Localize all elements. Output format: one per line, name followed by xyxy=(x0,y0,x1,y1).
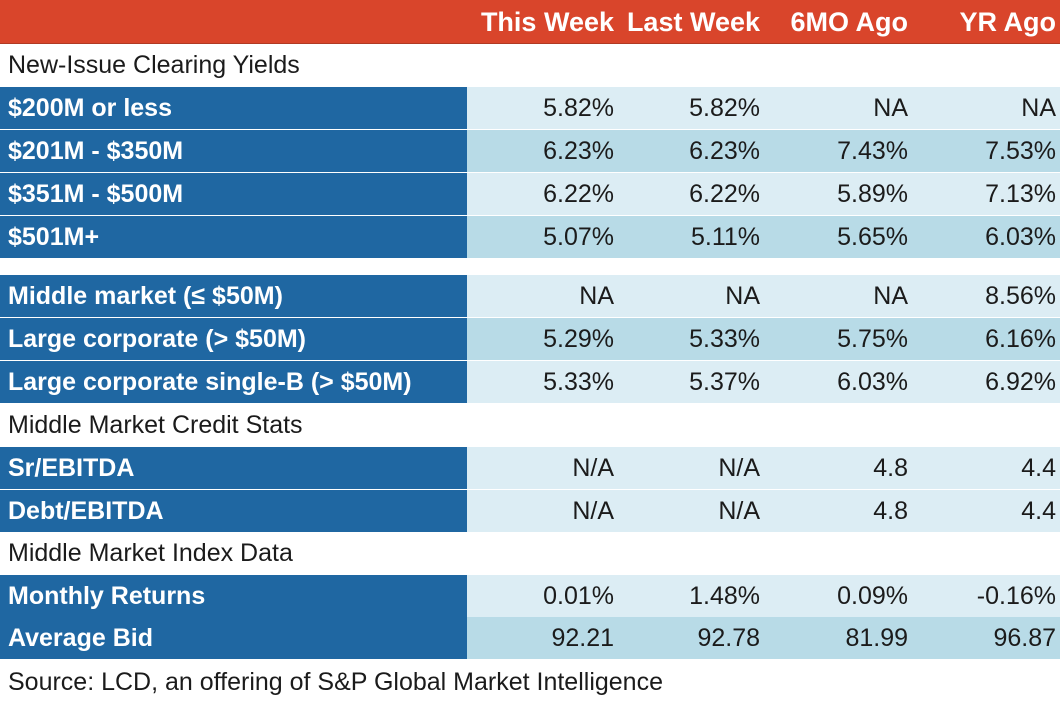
cell-yr-ago: 6.16% xyxy=(985,325,1056,353)
header-this-week: This Week xyxy=(480,7,614,37)
table-row: Large corporate single-B (> $50M) 5.33% … xyxy=(0,361,1060,403)
row-values: NA NA NA 8.56% xyxy=(467,275,1060,317)
cell-this-week: 5.07% xyxy=(543,223,614,251)
cell-yr-ago: 96.87 xyxy=(993,624,1056,652)
row-label: Sr/EBITDA xyxy=(0,447,467,489)
row-values: 92.21 92.78 81.99 96.87 xyxy=(467,617,1060,659)
table-row: $501M+ 5.07% 5.11% 5.65% 6.03% xyxy=(0,216,1060,258)
cell-6mo-ago: 81.99 xyxy=(845,624,908,652)
group-spacer xyxy=(0,258,1060,274)
cell-last-week: NA xyxy=(725,282,760,310)
table-row: Monthly Returns 0.01% 1.48% 0.09% -0.16% xyxy=(0,575,1060,617)
cell-this-week: 6.22% xyxy=(543,180,614,208)
row-label: Large corporate single-B (> $50M) xyxy=(0,361,467,403)
table-row: Average Bid 92.21 92.78 81.99 96.87 xyxy=(0,617,1060,659)
cell-6mo-ago: 5.89% xyxy=(837,180,908,208)
row-label: Monthly Returns xyxy=(0,575,467,617)
row-label: Average Bid xyxy=(0,617,467,659)
cell-this-week: 92.21 xyxy=(551,624,614,652)
cell-6mo-ago: 5.75% xyxy=(837,325,908,353)
cell-6mo-ago: NA xyxy=(873,282,908,310)
cell-this-week: 5.33% xyxy=(543,368,614,396)
cell-last-week: 6.22% xyxy=(689,180,760,208)
row-values: 6.22% 6.22% 5.89% 7.13% xyxy=(467,173,1060,215)
cell-6mo-ago: NA xyxy=(873,94,908,122)
row-values: 6.23% 6.23% 7.43% 7.53% xyxy=(467,130,1060,172)
cell-yr-ago: 7.13% xyxy=(985,180,1056,208)
source-note: Source: LCD, an offering of S&P Global M… xyxy=(8,668,663,696)
row-values: N/A N/A 4.8 4.4 xyxy=(467,490,1060,532)
cell-6mo-ago: 4.8 xyxy=(873,454,908,482)
header-last-week: Last Week xyxy=(626,7,760,37)
cell-yr-ago: NA xyxy=(1021,94,1056,122)
table-row: $200M or less 5.82% 5.82% NA NA xyxy=(0,87,1060,129)
cell-6mo-ago: 0.09% xyxy=(837,582,908,610)
table-row: Sr/EBITDA N/A N/A 4.8 4.4 xyxy=(0,447,1060,489)
section-title-index-data: Middle Market Index Data xyxy=(0,532,1060,574)
cell-yr-ago: 8.56% xyxy=(985,282,1056,310)
cell-yr-ago: 6.03% xyxy=(985,223,1056,251)
row-label: $200M or less xyxy=(0,87,467,129)
row-values: 5.33% 5.37% 6.03% 6.92% xyxy=(467,361,1060,403)
table-row: Large corporate (> $50M) 5.29% 5.33% 5.7… xyxy=(0,318,1060,360)
cell-last-week: N/A xyxy=(718,454,760,482)
cell-this-week: N/A xyxy=(572,497,614,525)
table-row: $201M - $350M 6.23% 6.23% 7.43% 7.53% xyxy=(0,130,1060,172)
row-label: Debt/EBITDA xyxy=(0,490,467,532)
header-6mo-ago: 6MO Ago xyxy=(790,7,909,37)
cell-last-week: 5.33% xyxy=(689,325,760,353)
row-values: 0.01% 1.48% 0.09% -0.16% xyxy=(467,575,1060,617)
section-title-yields: New-Issue Clearing Yields xyxy=(0,44,1060,86)
row-label: $351M - $500M xyxy=(0,173,467,215)
cell-last-week: N/A xyxy=(718,497,760,525)
cell-last-week: 5.37% xyxy=(689,368,760,396)
cell-yr-ago: 6.92% xyxy=(985,368,1056,396)
cell-yr-ago: -0.16% xyxy=(976,582,1056,610)
cell-yr-ago: 7.53% xyxy=(985,137,1056,165)
cell-this-week: 6.23% xyxy=(543,137,614,165)
row-values: 5.07% 5.11% 5.65% 6.03% xyxy=(467,216,1060,258)
cell-this-week: N/A xyxy=(572,454,614,482)
cell-6mo-ago: 7.43% xyxy=(837,137,908,165)
cell-last-week: 5.11% xyxy=(690,223,760,251)
table-header: This Week Last Week 6MO Ago YR Ago xyxy=(0,0,1060,44)
row-label: Middle market (≤ $50M) xyxy=(0,275,467,317)
row-label: Large corporate (> $50M) xyxy=(0,318,467,360)
cell-yr-ago: 4.4 xyxy=(1021,454,1056,482)
cell-last-week: 6.23% xyxy=(689,137,760,165)
cell-last-week: 92.78 xyxy=(697,624,760,652)
row-values: N/A N/A 4.8 4.4 xyxy=(467,447,1060,489)
row-values: 5.29% 5.33% 5.75% 6.16% xyxy=(467,318,1060,360)
cell-this-week: 5.29% xyxy=(543,325,614,353)
cell-this-week: 5.82% xyxy=(543,94,614,122)
section-title-credit-stats: Middle Market Credit Stats xyxy=(0,404,1060,446)
cell-last-week: 1.48% xyxy=(689,582,760,610)
cell-6mo-ago: 5.65% xyxy=(837,223,908,251)
row-label: $201M - $350M xyxy=(0,130,467,172)
row-label: $501M+ xyxy=(0,216,467,258)
row-values: 5.82% 5.82% NA NA xyxy=(467,87,1060,129)
cell-last-week: 5.82% xyxy=(689,94,760,122)
table-row: $351M - $500M 6.22% 6.22% 5.89% 7.13% xyxy=(0,173,1060,215)
table-row: Middle market (≤ $50M) NA NA NA 8.56% xyxy=(0,275,1060,317)
cell-yr-ago: 4.4 xyxy=(1021,497,1056,525)
cell-this-week: 0.01% xyxy=(543,582,614,610)
header-yr-ago: YR Ago xyxy=(959,7,1057,37)
cell-this-week: NA xyxy=(579,282,614,310)
cell-6mo-ago: 6.03% xyxy=(837,368,908,396)
cell-6mo-ago: 4.8 xyxy=(873,497,908,525)
table-row: Debt/EBITDA N/A N/A 4.8 4.4 xyxy=(0,490,1060,532)
